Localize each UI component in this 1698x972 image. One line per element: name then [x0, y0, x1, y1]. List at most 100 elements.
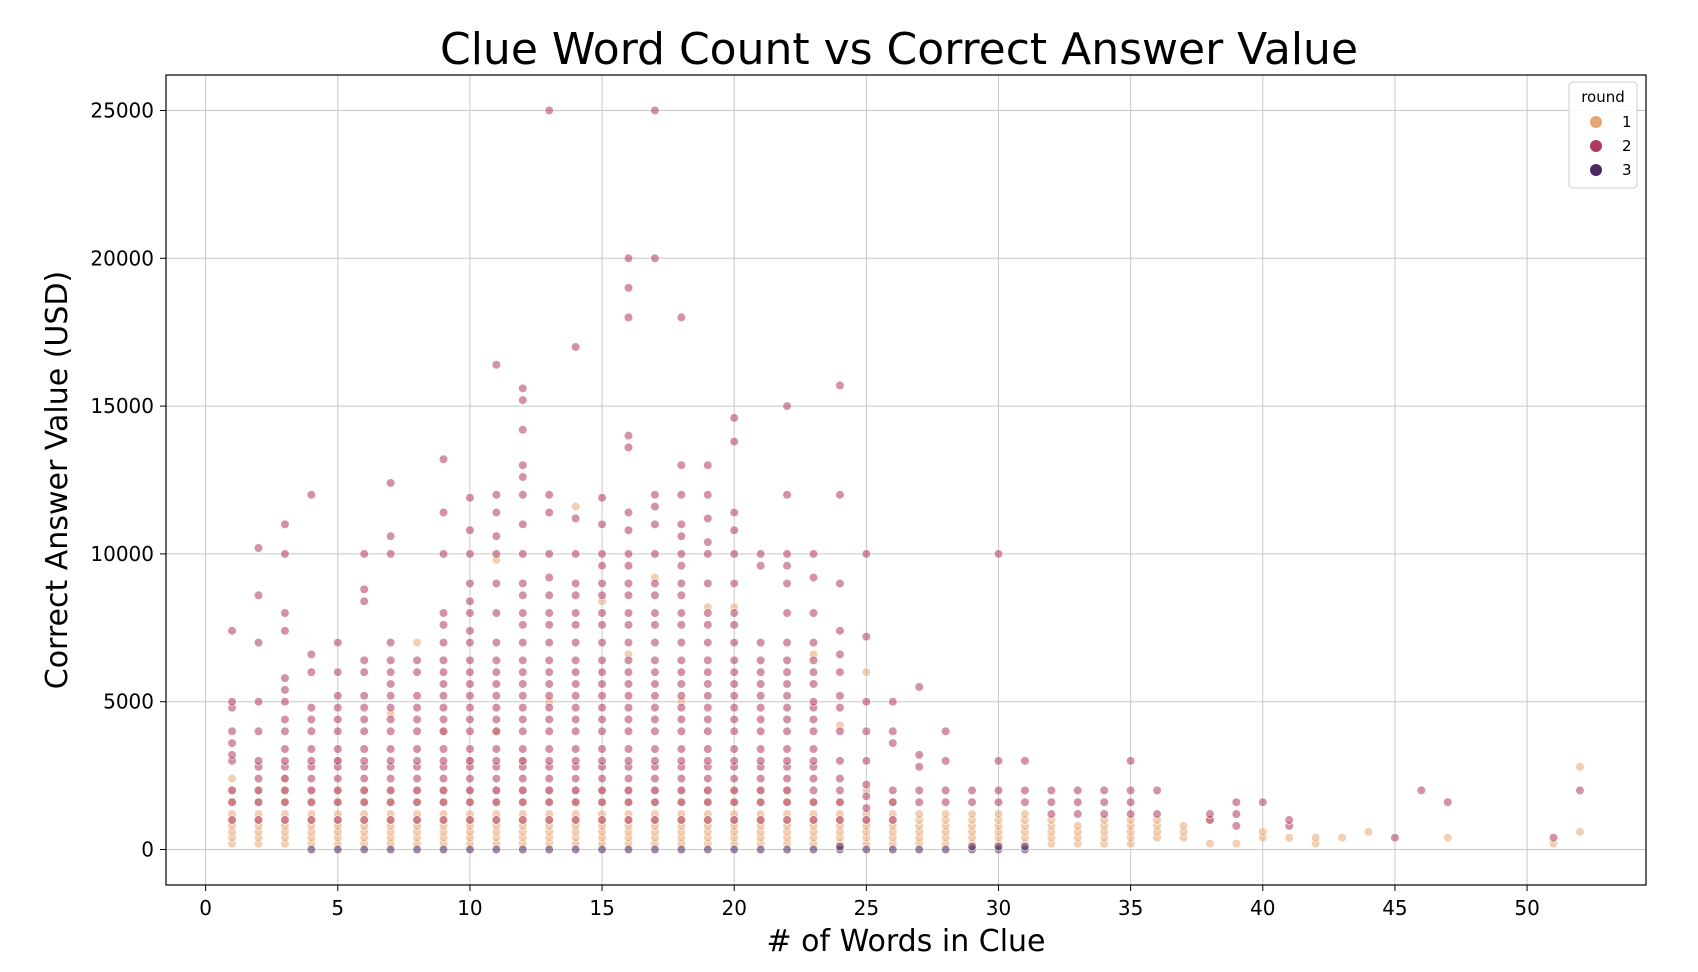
data-point: [438, 773, 449, 784]
data-point: [491, 360, 501, 370]
data-point: [808, 714, 819, 725]
data-point: [518, 549, 528, 559]
data-point: [227, 773, 237, 784]
data-point: [544, 815, 554, 825]
data-point: [703, 490, 713, 500]
data-point: [1126, 756, 1136, 766]
data-point: [544, 773, 554, 784]
data-point: [703, 513, 713, 524]
data-point: [729, 785, 739, 796]
plot-frame: [165, 74, 1647, 886]
data-point: [888, 726, 898, 736]
data-point: [914, 750, 924, 760]
data-point: [888, 738, 898, 748]
data-point: [782, 703, 792, 713]
data-point: [1126, 809, 1136, 819]
data-point: [438, 620, 449, 630]
data-point: [438, 655, 449, 665]
data-point: [782, 815, 792, 825]
y-tick-label: 15000: [90, 394, 154, 418]
data-point: [1152, 809, 1162, 819]
data-point: [650, 637, 660, 648]
data-point: [227, 697, 237, 707]
data-point: [888, 697, 898, 707]
data-point: [861, 779, 871, 790]
data-point: [491, 655, 501, 665]
data-point: [941, 809, 951, 819]
data-point: [571, 691, 581, 701]
data-point: [359, 549, 369, 559]
data-point: [808, 726, 819, 736]
data-point: [861, 844, 871, 855]
data-point: [650, 726, 660, 736]
data-point: [861, 803, 871, 813]
data-point: [861, 756, 871, 766]
data-point: [518, 620, 528, 630]
data-point: [808, 773, 819, 784]
data-point: [676, 549, 686, 559]
data-point: [729, 679, 739, 689]
data-point: [650, 844, 660, 855]
data-point: [835, 578, 845, 589]
data-point: [386, 478, 396, 488]
data-point: [412, 844, 422, 855]
data-point: [465, 726, 475, 736]
data-point: [491, 703, 501, 713]
data-point: [491, 714, 501, 725]
data-point: [491, 773, 501, 784]
data-point: [676, 679, 686, 689]
data-point: [623, 608, 634, 618]
data-point: [597, 785, 607, 796]
legend-entries: 1 2 3: [1590, 113, 1632, 179]
data-point: [571, 578, 581, 589]
x-tick-label: 40: [1250, 896, 1275, 920]
data-point: [1205, 839, 1215, 849]
data-point: [359, 773, 369, 784]
data-point: [544, 726, 554, 736]
data-point: [544, 637, 554, 648]
data-point: [941, 844, 951, 855]
data-point: [280, 685, 290, 695]
data-point: [729, 726, 739, 736]
data-point: [993, 797, 1004, 807]
data-point: [571, 714, 581, 725]
data-point: [438, 714, 449, 725]
data-point: [650, 655, 660, 665]
data-point: [729, 797, 739, 807]
data-point: [438, 815, 449, 825]
legend-title: round: [1581, 88, 1625, 106]
data-point: [623, 744, 634, 754]
data-point: [571, 703, 581, 713]
y-tick-label: 5000: [103, 690, 154, 714]
data-point: [280, 608, 290, 618]
data-point: [914, 844, 924, 855]
data-point: [729, 773, 739, 784]
data-point: [465, 773, 475, 784]
data-point: [623, 714, 634, 725]
data-point: [280, 797, 290, 807]
data-point: [782, 578, 792, 589]
series-2: [227, 105, 1585, 843]
x-tick-label: 5: [331, 896, 344, 920]
data-point: [438, 797, 449, 807]
data-point: [1073, 797, 1083, 807]
data-point: [623, 637, 634, 648]
data-point: [650, 519, 660, 529]
data-point: [808, 697, 819, 707]
data-point: [544, 105, 554, 116]
data-point: [703, 578, 713, 589]
data-point: [650, 578, 660, 589]
data-point: [359, 691, 369, 701]
data-point: [623, 525, 634, 535]
data-point: [1258, 797, 1268, 807]
data-point: [571, 756, 581, 766]
data-point: [782, 714, 792, 725]
data-point: [227, 726, 237, 736]
data-point: [438, 744, 449, 754]
data-point: [703, 679, 713, 689]
data-point: [306, 744, 316, 754]
data-point: [571, 815, 581, 825]
data-point: [386, 773, 396, 784]
data-point: [729, 703, 739, 713]
data-point: [1073, 809, 1083, 819]
